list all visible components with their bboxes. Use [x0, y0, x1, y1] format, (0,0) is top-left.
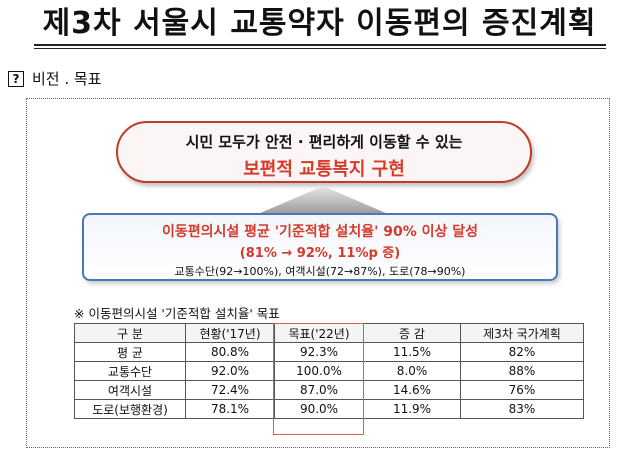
- header-target: 목표('22년): [274, 323, 364, 343]
- table-cell: 도로(보행환경): [74, 399, 186, 419]
- table-cell: 11.9%: [363, 399, 461, 419]
- table-row: 평 균 80.8% 92.3% 11.5% 82%: [74, 342, 584, 362]
- up-arrow-icon: [258, 186, 388, 214]
- goal-change: (81% → 92%, 11%p 증): [239, 246, 401, 261]
- table-row: 도로(보행환경) 78.1% 90.0% 11.9% 83%: [74, 399, 584, 419]
- table-cell: 78.1%: [185, 399, 275, 419]
- table-cell: 88%: [460, 361, 584, 381]
- header-category: 구 분: [74, 323, 186, 343]
- title-underline: [34, 44, 606, 49]
- table-cell: 8.0%: [363, 361, 461, 381]
- table-cell: 14.6%: [363, 380, 461, 400]
- table-cell: 76%: [460, 380, 584, 400]
- header-national-plan: 제3차 국가계획: [460, 323, 584, 343]
- table-cell: 87.0%: [274, 380, 364, 400]
- table-cell: 83%: [460, 399, 584, 419]
- table-cell: 80.8%: [185, 342, 275, 362]
- goal-box: 이동편의시설 평균 '기준적합 설치율' 90% 이상 달성 (81% → 92…: [82, 213, 558, 281]
- vision-figure-frame: [26, 98, 610, 448]
- vision-title: 보편적 교통복지 구현: [243, 159, 405, 180]
- table-note: ※ 이동편의시설 '기준적합 설치율' 목표: [74, 306, 280, 321]
- table-row: 여객시설 72.4% 87.0% 14.6% 76%: [74, 380, 584, 400]
- goal-headline: 이동편의시설 평균 '기준적합 설치율' 90% 이상 달성: [161, 224, 479, 240]
- table-cell: 92.0%: [185, 361, 275, 381]
- table-row: 교통수단 92.0% 100.0% 8.0% 88%: [74, 361, 584, 381]
- page-title: 제3차 서울시 교통약자 이동편의 증진계획: [42, 6, 597, 41]
- table-cell: 90.0%: [274, 399, 364, 419]
- section-label: 비전 . 목표: [32, 70, 102, 88]
- table-cell: 11.5%: [363, 342, 461, 362]
- target-table: 구 분 현황('17년) 목표('22년) 증 감 제3차 국가계획 평 균 8…: [74, 323, 584, 419]
- vision-banner: 시민 모두가 안전 · 편리하게 이동할 수 있는 보편적 교통복지 구현: [116, 121, 532, 183]
- table-cell: 72.4%: [185, 380, 275, 400]
- goal-breakdown: 교통수단(92→100%), 여객시설(72→87%), 도로(78→90%): [174, 265, 466, 278]
- table-cell: 평 균: [74, 342, 186, 362]
- table-cell: 여객시설: [74, 380, 186, 400]
- question-box-icon: ?: [8, 70, 24, 87]
- vision-subtitle: 시민 모두가 안전 · 편리하게 이동할 수 있는: [185, 133, 463, 151]
- header-change: 증 감: [363, 323, 461, 343]
- section-heading: ? 비전 . 목표: [8, 68, 102, 89]
- header-current: 현황('17년): [185, 323, 275, 343]
- table-cell: 교통수단: [74, 361, 186, 381]
- table-cell: 92.3%: [274, 342, 364, 362]
- table-cell: 82%: [460, 342, 584, 362]
- table-cell: 100.0%: [274, 361, 364, 381]
- table-header-row: 구 분 현황('17년) 목표('22년) 증 감 제3차 국가계획: [74, 323, 584, 343]
